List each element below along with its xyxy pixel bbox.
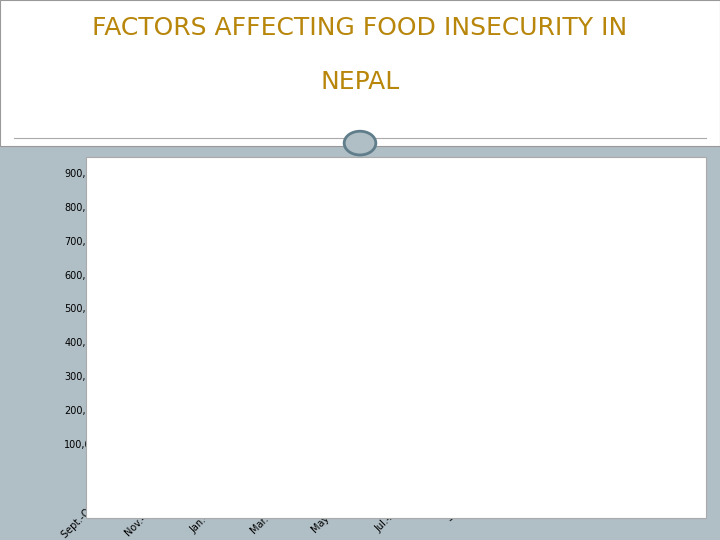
Legend: Karnali belt, Far Western Hills
and Mountains, Rapti Bheri Hills, Western Terai,: Karnali belt, Far Western Hills and Moun… bbox=[498, 177, 616, 308]
Text: FACTORS AFFECTING FOOD INSECURITY IN: FACTORS AFFECTING FOOD INSECURITY IN bbox=[92, 16, 628, 40]
Text: Number of People at Risk: Number of People at Risk bbox=[228, 188, 407, 201]
Text: NEPAL: NEPAL bbox=[320, 70, 400, 94]
